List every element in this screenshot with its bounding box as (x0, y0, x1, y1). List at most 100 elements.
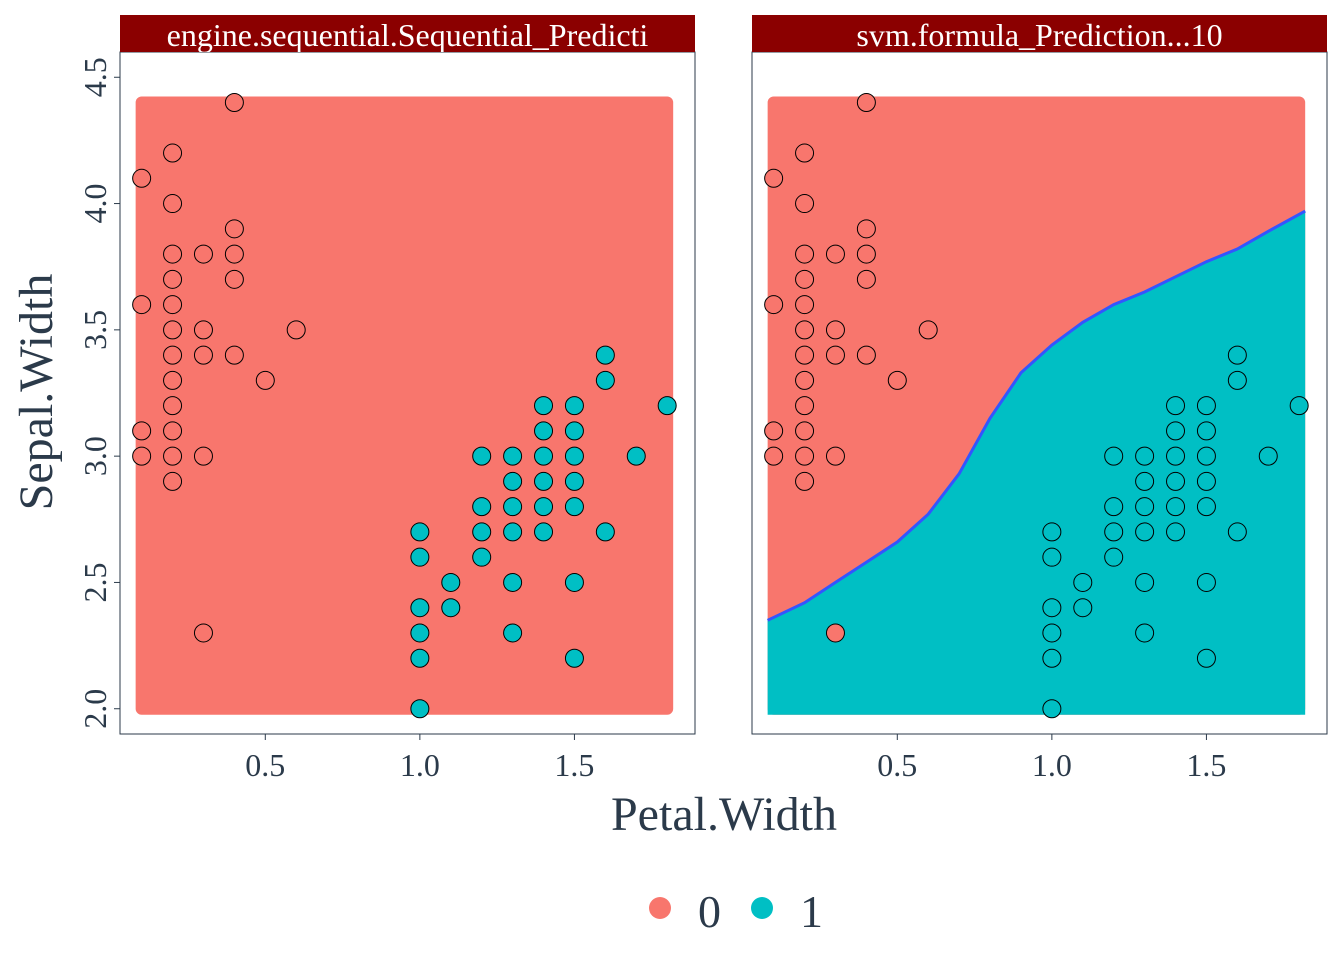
data-point (410, 623, 430, 643)
data-point (856, 219, 876, 239)
data-point (764, 168, 784, 188)
data-point (163, 244, 183, 264)
decision-boundary (766, 209, 1306, 622)
data-point (795, 446, 815, 466)
y-tick-label: 2.0 (77, 689, 113, 729)
strip-title: engine.sequential.Sequential_Predicti (167, 17, 649, 53)
data-point (595, 522, 615, 542)
y-tick-label: 4.5 (77, 57, 113, 97)
strip-background (752, 15, 1327, 52)
x-tick-label: 1.5 (1186, 747, 1226, 783)
data-point (163, 471, 183, 491)
data-point (163, 143, 183, 163)
data-point (1042, 623, 1062, 643)
data-point (887, 370, 907, 390)
legend-label-0: 0 (698, 886, 721, 937)
data-point (1042, 648, 1062, 668)
data-point (472, 446, 492, 466)
data-point (1135, 471, 1155, 491)
data-point (825, 244, 845, 264)
data-point (795, 370, 815, 390)
data-point (825, 623, 845, 643)
data-point (163, 194, 183, 214)
data-point (163, 396, 183, 416)
data-point (410, 598, 430, 618)
data-point (472, 522, 492, 542)
data-point (856, 93, 876, 113)
data-point (1042, 699, 1062, 719)
data-point (410, 547, 430, 567)
data-point (503, 623, 523, 643)
data-point (1196, 421, 1216, 441)
data-point (534, 421, 554, 441)
data-point (534, 471, 554, 491)
data-point (441, 598, 461, 618)
x-axis-title: Petal.Width (611, 788, 837, 841)
y-tick-label: 3.5 (77, 310, 113, 350)
legend: 0 1 (649, 886, 823, 937)
data-point (1227, 522, 1247, 542)
data-point (595, 370, 615, 390)
data-point (224, 269, 244, 289)
data-point (163, 320, 183, 340)
y-tick-label: 3.0 (77, 436, 113, 476)
data-point (856, 269, 876, 289)
data-point (1104, 522, 1124, 542)
panel-left: engine.sequential.Sequential_Predicti 0.5… (77, 15, 696, 783)
data-point (1073, 598, 1093, 618)
data-point (163, 446, 183, 466)
data-point (472, 547, 492, 567)
data-point (1135, 522, 1155, 542)
data-point (163, 295, 183, 315)
data-point (1289, 396, 1309, 416)
data-point (224, 345, 244, 365)
data-point (1258, 446, 1278, 466)
data-point (1196, 572, 1216, 592)
data-point (286, 320, 306, 340)
data-point (1196, 446, 1216, 466)
data-point (193, 446, 213, 466)
legend-key-1 (751, 897, 773, 919)
data-point (764, 446, 784, 466)
data-point (534, 446, 554, 466)
data-point (163, 269, 183, 289)
data-point (564, 572, 584, 592)
data-point (534, 522, 554, 542)
data-point (564, 471, 584, 491)
data-point (795, 396, 815, 416)
x-tick-label: 0.5 (877, 747, 917, 783)
data-point (1104, 497, 1124, 517)
x-tick-label: 1.0 (1032, 747, 1072, 783)
data-point (795, 194, 815, 214)
data-point (595, 345, 615, 365)
panel-right: svm.formula_Prediction...10 0.5 1.0 1.5 (751, 15, 1328, 783)
data-point (1135, 572, 1155, 592)
data-point (410, 522, 430, 542)
data-point (1196, 471, 1216, 491)
prediction-region-0 (135, 96, 674, 715)
data-point (1227, 345, 1247, 365)
data-point (795, 143, 815, 163)
data-point (1166, 497, 1186, 517)
data-point (856, 244, 876, 264)
data-point (163, 421, 183, 441)
data-point (564, 396, 584, 416)
data-point (1135, 623, 1155, 643)
data-point (795, 421, 815, 441)
data-point (795, 320, 815, 340)
data-point (626, 446, 646, 466)
data-point (1042, 598, 1062, 618)
data-point (410, 648, 430, 668)
data-point (1104, 446, 1124, 466)
x-tick-label: 1.5 (554, 747, 594, 783)
data-point (1166, 396, 1186, 416)
data-point (825, 345, 845, 365)
data-point (564, 497, 584, 517)
data-point (224, 93, 244, 113)
data-point (503, 446, 523, 466)
data-point (132, 295, 152, 315)
data-point (472, 497, 492, 517)
data-point (193, 623, 213, 643)
data-point (224, 244, 244, 264)
